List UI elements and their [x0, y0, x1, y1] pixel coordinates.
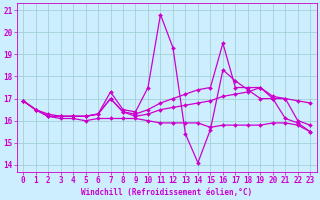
- X-axis label: Windchill (Refroidissement éolien,°C): Windchill (Refroidissement éolien,°C): [81, 188, 252, 197]
